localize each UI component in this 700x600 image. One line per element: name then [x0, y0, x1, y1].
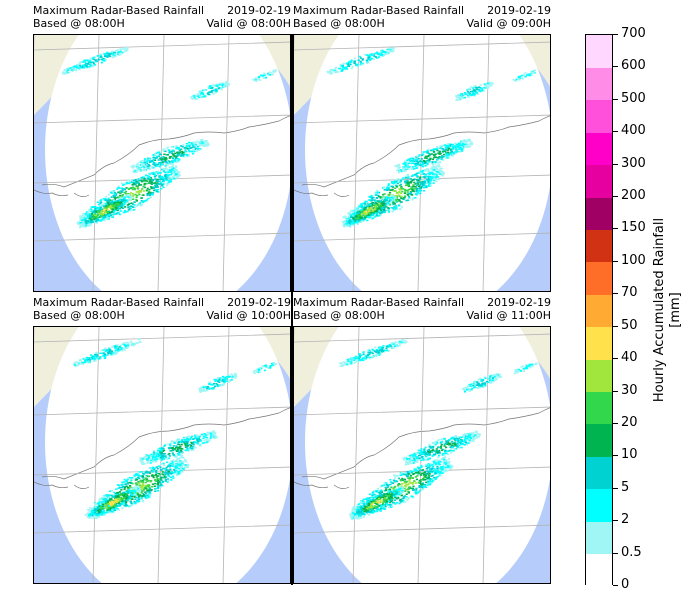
panel-title: Maximum Radar-Based Rainfall [293, 296, 465, 309]
colorbar-label: 150 [621, 220, 646, 236]
colorbar-segment [586, 294, 612, 328]
colorbar-title: Hourly Accumulated Rainfall [mm] [652, 218, 684, 402]
colorbar-segment [586, 261, 612, 295]
map-panel: Maximum Radar-Based Rainfall 2019-02-19 Ba… [293, 296, 551, 586]
colorbar-title-line1: Hourly Accumulated Rainfall [652, 217, 667, 403]
panel-divider [291, 34, 293, 585]
colorbar-segment [586, 164, 612, 198]
map-panel: Maximum Radar-Based Rainfall 2019-02-19 Ba… [293, 4, 551, 294]
colorbar-tick [613, 196, 618, 198]
colorbar-segment [586, 229, 612, 263]
colorbar-tick [613, 422, 618, 424]
radar-map [33, 34, 291, 292]
radar-map [293, 34, 551, 292]
panel-title: Maximum Radar-Based Rainfall [33, 296, 205, 309]
colorbar-segment [586, 326, 612, 360]
panel-date: 2019-02-19 [227, 296, 291, 309]
panel-based: Based @ 08:00H [293, 17, 385, 30]
colorbar-segment [586, 553, 612, 587]
colorbar-label: 5 [621, 479, 630, 495]
panel-date: 2019-02-19 [227, 4, 291, 17]
panel-valid: Valid @ 11:00H [466, 309, 551, 322]
colorbar-label: 30 [621, 382, 638, 398]
panel-title: Maximum Radar-Based Rainfall [293, 4, 465, 17]
colorbar-tick [613, 455, 618, 457]
colorbar-tick [613, 34, 618, 35]
colorbar-tick [613, 585, 618, 586]
colorbar-label: 20 [621, 414, 638, 430]
colorbar-label: 400 [621, 123, 646, 139]
colorbar-segment [586, 67, 612, 101]
panel-valid: Valid @ 08:00H [206, 17, 291, 30]
colorbar-segment [586, 488, 612, 522]
colorbar-label: 2 [621, 512, 630, 528]
colorbar-segment [586, 359, 612, 393]
colorbar-tick [613, 131, 618, 133]
colorbar-label: 100 [621, 252, 646, 268]
colorbar-segment [586, 35, 612, 68]
colorbar-label: 600 [621, 58, 646, 74]
panel-date: 2019-02-19 [487, 4, 551, 17]
radar-map [293, 326, 551, 584]
colorbar-tick [613, 520, 618, 522]
colorbar-tick [613, 390, 618, 392]
panel-title: Maximum Radar-Based Rainfall [33, 4, 205, 17]
colorbar-tick [613, 163, 618, 165]
panel-based: Based @ 08:00H [33, 17, 125, 30]
panel-valid: Valid @ 09:00H [466, 17, 551, 30]
colorbar-label: 70 [621, 285, 638, 301]
colorbar-tick [613, 552, 618, 554]
colorbar-tick [613, 66, 618, 68]
colorbar-label: 300 [621, 155, 646, 171]
panel-based: Based @ 08:00H [33, 309, 125, 322]
colorbar-label: 200 [621, 188, 646, 204]
colorbar-label: 0.5 [621, 544, 642, 560]
colorbar-label: 40 [621, 350, 638, 366]
colorbar-tick [613, 293, 618, 295]
map-panel: Maximum Radar-Based Rainfall 2019-02-19 Ba… [33, 4, 291, 294]
colorbar-label: 500 [621, 90, 646, 106]
colorbar-label: 10 [621, 447, 638, 463]
map-panel: Maximum Radar-Based Rainfall 2019-02-19 Ba… [33, 296, 291, 586]
radar-map [33, 326, 291, 584]
panel-valid: Valid @ 10:00H [206, 309, 291, 322]
colorbar-label: 0 [621, 577, 630, 592]
colorbar-tick [613, 260, 618, 262]
colorbar-tick [613, 358, 618, 360]
colorbar-tick [613, 325, 618, 327]
colorbar-segment [586, 99, 612, 133]
panel-date: 2019-02-19 [487, 296, 551, 309]
colorbar-tick [613, 487, 618, 489]
radar-coverage [45, 327, 290, 583]
colorbar-segment [586, 521, 612, 555]
panel-based: Based @ 08:00H [293, 309, 385, 322]
colorbar-segment [586, 423, 612, 457]
colorbar-label: 50 [621, 317, 638, 333]
colorbar-label: 700 [621, 26, 646, 41]
colorbar-segment [586, 197, 612, 230]
colorbar-tick [613, 98, 618, 100]
colorbar-tick [613, 228, 618, 230]
colorbar-segment [586, 132, 612, 166]
colorbar-segment [586, 391, 612, 425]
colorbar-title-line2: [mm] [668, 292, 683, 328]
colorbar [585, 34, 613, 587]
colorbar-segment [586, 456, 612, 490]
